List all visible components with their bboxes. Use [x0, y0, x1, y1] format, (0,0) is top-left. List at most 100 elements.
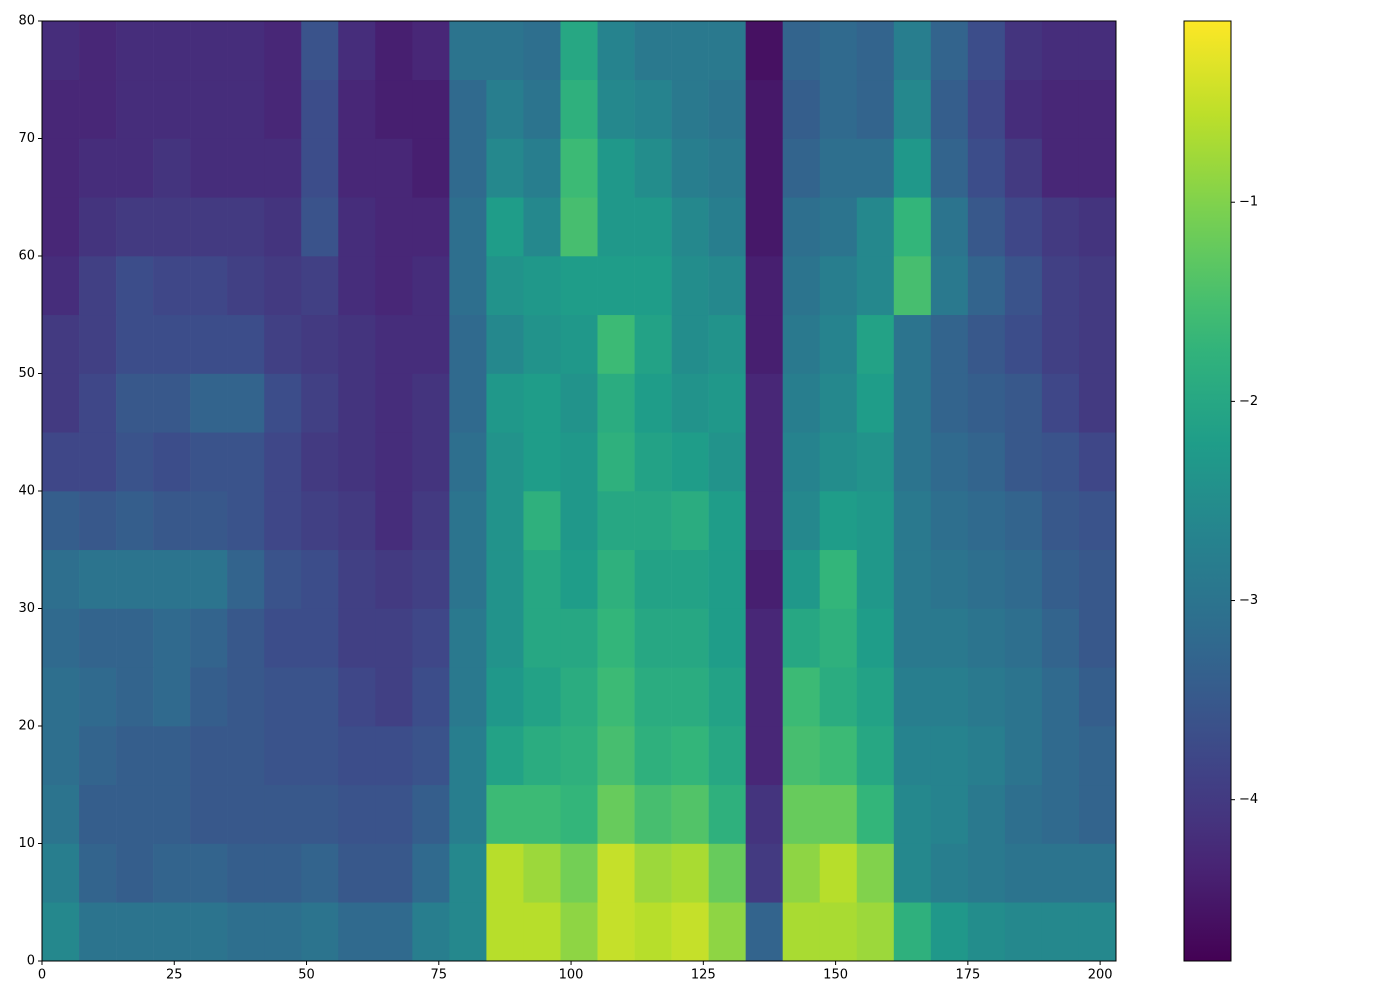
cell	[486, 197, 524, 257]
cell	[264, 549, 302, 609]
cell	[486, 843, 524, 903]
cell	[560, 491, 598, 551]
cell	[264, 21, 302, 81]
cell	[560, 21, 598, 81]
cell	[967, 608, 1006, 668]
cell	[671, 726, 709, 786]
cell	[634, 784, 672, 844]
cell	[597, 432, 635, 492]
cell	[190, 432, 228, 492]
cell	[153, 314, 191, 374]
cell	[338, 667, 376, 727]
cell	[264, 608, 302, 668]
cell	[116, 138, 154, 198]
cell	[116, 549, 154, 609]
cell	[523, 138, 561, 198]
cell	[42, 373, 80, 433]
cell	[338, 491, 376, 551]
cell	[671, 373, 709, 433]
cell	[893, 373, 932, 433]
cell	[560, 373, 598, 433]
cell	[634, 667, 672, 727]
cell	[79, 79, 117, 139]
cell	[1004, 197, 1043, 257]
cell	[301, 256, 339, 316]
cell	[1041, 784, 1080, 844]
cell	[486, 608, 524, 668]
cell	[967, 843, 1006, 903]
cell	[375, 314, 413, 374]
cell	[671, 256, 709, 316]
colorbar-tick-label: −1	[1239, 195, 1258, 210]
cell	[745, 138, 783, 198]
cell	[597, 667, 635, 727]
x-tick-label: 200	[1088, 968, 1113, 983]
cell	[597, 902, 635, 962]
cell	[190, 314, 228, 374]
cell	[708, 79, 746, 139]
cell	[486, 726, 524, 786]
cell	[893, 197, 932, 257]
cell	[671, 784, 709, 844]
cell	[560, 726, 598, 786]
cell	[745, 667, 783, 727]
cell	[227, 256, 265, 316]
cell	[745, 843, 783, 903]
cell	[782, 197, 821, 257]
cell	[264, 373, 302, 433]
cell	[708, 549, 746, 609]
cell	[930, 138, 969, 198]
cell	[375, 197, 413, 257]
cell	[42, 21, 80, 81]
cell	[227, 784, 265, 844]
cell	[42, 491, 80, 551]
cell	[412, 726, 450, 786]
cell	[782, 432, 821, 492]
cell	[819, 197, 858, 257]
colorbar	[1183, 20, 1232, 962]
cell	[856, 726, 895, 786]
cell	[745, 432, 783, 492]
cell	[523, 373, 561, 433]
cell	[412, 902, 450, 962]
cell	[338, 726, 376, 786]
cell	[301, 21, 339, 81]
cell	[79, 432, 117, 492]
cell	[449, 491, 487, 551]
cell	[560, 256, 598, 316]
cell	[1004, 902, 1043, 962]
cell	[893, 608, 932, 668]
cell	[42, 726, 80, 786]
cell	[967, 432, 1006, 492]
cell	[560, 843, 598, 903]
cell	[560, 784, 598, 844]
cell	[227, 79, 265, 139]
cell	[745, 608, 783, 668]
cell	[671, 314, 709, 374]
cell	[560, 197, 598, 257]
cell	[190, 79, 228, 139]
cell	[523, 784, 561, 844]
cell	[671, 197, 709, 257]
cell	[301, 784, 339, 844]
cell	[338, 432, 376, 492]
cell	[782, 491, 821, 551]
cell	[782, 138, 821, 198]
cell	[1078, 784, 1117, 844]
cell	[1078, 256, 1117, 316]
cell	[560, 667, 598, 727]
cell	[708, 843, 746, 903]
cell	[412, 256, 450, 316]
cell	[597, 726, 635, 786]
cell	[634, 79, 672, 139]
cell	[449, 432, 487, 492]
cell	[1078, 138, 1117, 198]
cell	[227, 667, 265, 727]
cell	[597, 843, 635, 903]
cell	[153, 726, 191, 786]
cell	[893, 902, 932, 962]
cell	[42, 314, 80, 374]
cell	[375, 843, 413, 903]
cell	[1004, 784, 1043, 844]
cell	[153, 784, 191, 844]
